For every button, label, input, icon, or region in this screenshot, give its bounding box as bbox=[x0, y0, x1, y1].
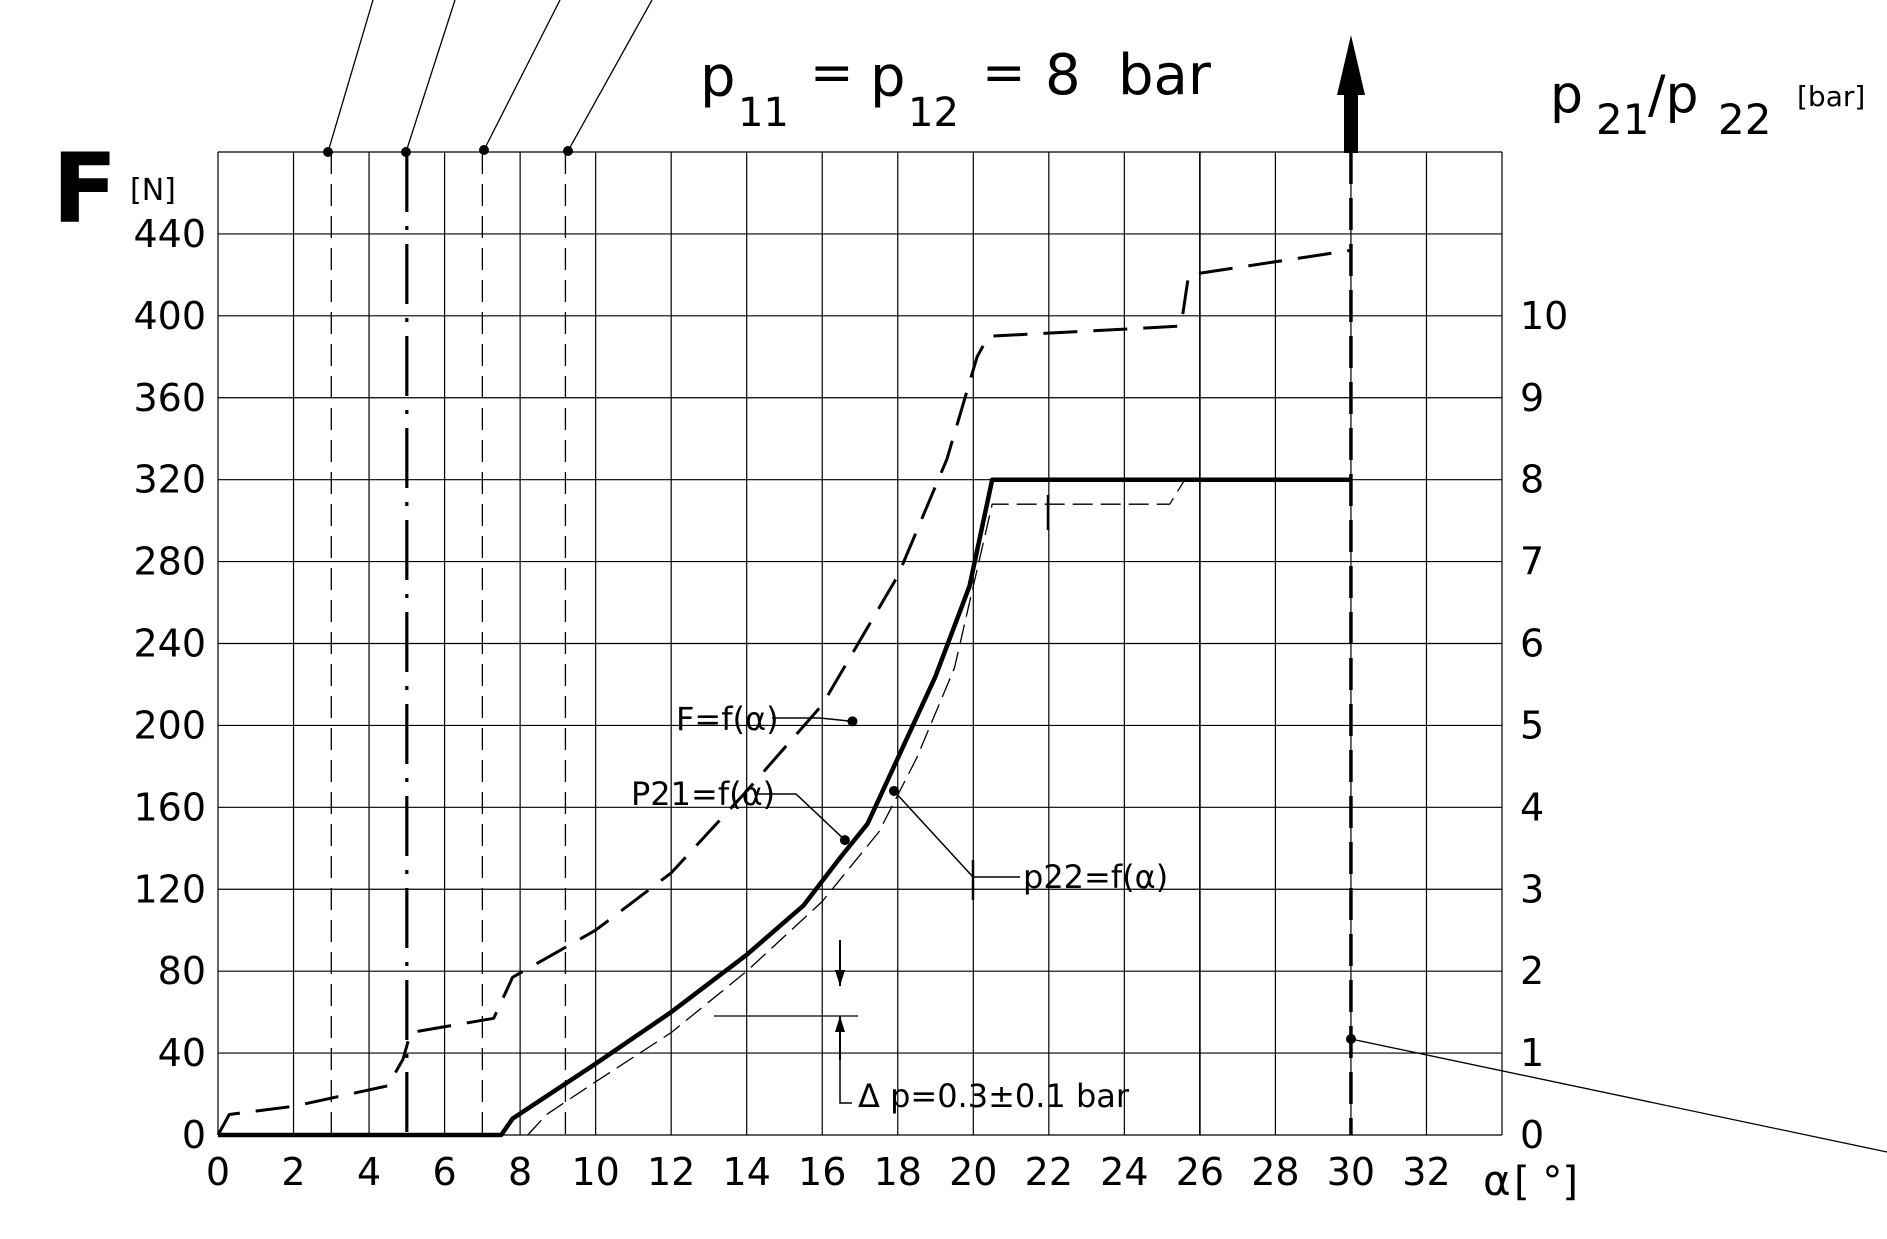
annotation-p21: P21=f(α) bbox=[631, 775, 850, 846]
y2-tick-label: 9 bbox=[1520, 376, 1544, 420]
f-leader-line bbox=[772, 717, 853, 723]
p21-curve-label: P21=f(α) bbox=[631, 775, 775, 813]
x-tick-label: 22 bbox=[1025, 1150, 1073, 1194]
y2-label-p1: p bbox=[1550, 65, 1583, 125]
x-tick-label: 26 bbox=[1176, 1150, 1224, 1194]
annotation-delta-p: Δ p=0.3±0.1 bar bbox=[714, 940, 1130, 1115]
y-axis-unit: [N] bbox=[130, 173, 176, 208]
x-tick-label: 14 bbox=[723, 1150, 771, 1194]
y2-tick-label: 3 bbox=[1520, 867, 1544, 911]
top-leader-2 bbox=[405, 0, 456, 153]
vertical-markers bbox=[330, 152, 1353, 1135]
title-sub2: 12 bbox=[908, 90, 959, 136]
y2-tick-label: 6 bbox=[1520, 622, 1544, 666]
y2-label-slash: /p bbox=[1648, 65, 1699, 125]
y-tick-label: 160 bbox=[133, 785, 206, 829]
series-f bbox=[216, 248, 1352, 1136]
y-axis-label: F bbox=[52, 133, 118, 245]
x-tick-label: 0 bbox=[206, 1150, 230, 1194]
data-series bbox=[216, 248, 1352, 1138]
x-tick-label: 24 bbox=[1100, 1150, 1148, 1194]
top-leaders bbox=[323, 0, 653, 157]
y2-label-sub1: 21 bbox=[1596, 95, 1649, 144]
top-dot-1 bbox=[323, 147, 333, 157]
y2-tick-label: 8 bbox=[1520, 458, 1544, 502]
p22-curve-label: p22=f(α) bbox=[1023, 858, 1168, 896]
y-tick-label: 120 bbox=[133, 867, 206, 911]
y-tick-label: 320 bbox=[133, 458, 206, 502]
marker-30-leader bbox=[1350, 1038, 1887, 1153]
y-tick-label: 0 bbox=[182, 1113, 206, 1157]
y2-tick-label: 7 bbox=[1520, 540, 1544, 584]
up-arrow-head bbox=[1337, 35, 1365, 95]
x-tick-label: 20 bbox=[949, 1150, 997, 1194]
p22-leader-line bbox=[893, 790, 1020, 878]
p21-leader-line bbox=[758, 793, 846, 841]
annotation-p22: p22=f(α) bbox=[888, 785, 1168, 896]
top-leader-3 bbox=[483, 0, 561, 151]
y-tick-label: 360 bbox=[133, 376, 206, 420]
top-dot-4 bbox=[563, 146, 573, 156]
y-tick-label: 240 bbox=[133, 622, 206, 666]
delta-p-label: Δ p=0.3±0.1 bar bbox=[858, 1077, 1130, 1115]
x-tick-label: 2 bbox=[281, 1150, 305, 1194]
y2-tick-label: 10 bbox=[1520, 294, 1568, 338]
x-axis-symbol: α bbox=[1483, 1156, 1511, 1205]
title-eq2: = bbox=[982, 43, 1026, 103]
top-dot-3 bbox=[479, 145, 489, 155]
x-tick-label: 16 bbox=[798, 1150, 846, 1194]
top-leader-1 bbox=[327, 0, 374, 153]
x-tick-label: 18 bbox=[874, 1150, 922, 1194]
tick-labels: 0 2 4 6 8 10 12 14 16 18 20 22 24 26 28 30 3204080120160… bbox=[133, 212, 1568, 1194]
top-leader-4 bbox=[567, 0, 653, 152]
title-eq1: = bbox=[810, 43, 854, 103]
title-value: 8 bbox=[1045, 43, 1081, 108]
y2-label-unit: [bar] bbox=[1797, 80, 1865, 113]
chart-title: p 11 = p 12 = 8 bar bbox=[700, 43, 1212, 136]
x-tick-label: 4 bbox=[357, 1150, 381, 1194]
series-p21 bbox=[218, 477, 1351, 1138]
y-tick-label: 80 bbox=[158, 949, 206, 993]
y2-label-sub2: 22 bbox=[1718, 95, 1771, 144]
y2-tick-label: 0 bbox=[1520, 1113, 1544, 1157]
f-curve-label: F=f(α) bbox=[676, 700, 779, 738]
x-tick-label: 10 bbox=[571, 1150, 619, 1194]
y2-tick-label: 1 bbox=[1520, 1031, 1544, 1075]
y2-tick-label: 4 bbox=[1520, 785, 1544, 829]
x-axis-unit: [ °] bbox=[1514, 1159, 1578, 1205]
x-tick-label: 28 bbox=[1251, 1150, 1299, 1194]
f-leader-dot bbox=[847, 716, 858, 727]
up-arrow-30deg bbox=[1337, 35, 1365, 153]
p21-leader-dot bbox=[839, 835, 850, 846]
marker-30-dot bbox=[1346, 1034, 1356, 1044]
y-tick-label: 440 bbox=[133, 212, 206, 256]
x-tick-label: 30 bbox=[1327, 1150, 1375, 1194]
series-p22 bbox=[527, 479, 1186, 1136]
x-tick-label: 8 bbox=[508, 1150, 532, 1194]
y2-axis-label: p 21 /p 22 [bar] bbox=[1550, 65, 1865, 144]
y-tick-label: 280 bbox=[133, 540, 206, 584]
title-unit: bar bbox=[1118, 43, 1212, 108]
delta-p-leader bbox=[839, 1060, 852, 1104]
p22-leader-dot bbox=[888, 785, 899, 796]
up-arrow-shaft bbox=[1344, 88, 1358, 153]
grid bbox=[217, 151, 1503, 1136]
title-sub1: 11 bbox=[738, 90, 789, 136]
title-p2: p bbox=[870, 45, 906, 110]
x-tick-label: 6 bbox=[432, 1150, 456, 1194]
x-tick-label: 32 bbox=[1402, 1150, 1450, 1194]
y2-tick-label: 2 bbox=[1520, 949, 1544, 993]
y-tick-label: 400 bbox=[133, 294, 206, 338]
x-tick-label: 12 bbox=[647, 1150, 695, 1194]
y-tick-label: 200 bbox=[133, 703, 206, 747]
top-dot-2 bbox=[401, 147, 411, 157]
y-tick-label: 40 bbox=[158, 1031, 206, 1075]
annotation-f: F=f(α) bbox=[676, 700, 858, 738]
title-p1: p bbox=[700, 45, 736, 110]
y2-tick-label: 5 bbox=[1520, 703, 1544, 747]
